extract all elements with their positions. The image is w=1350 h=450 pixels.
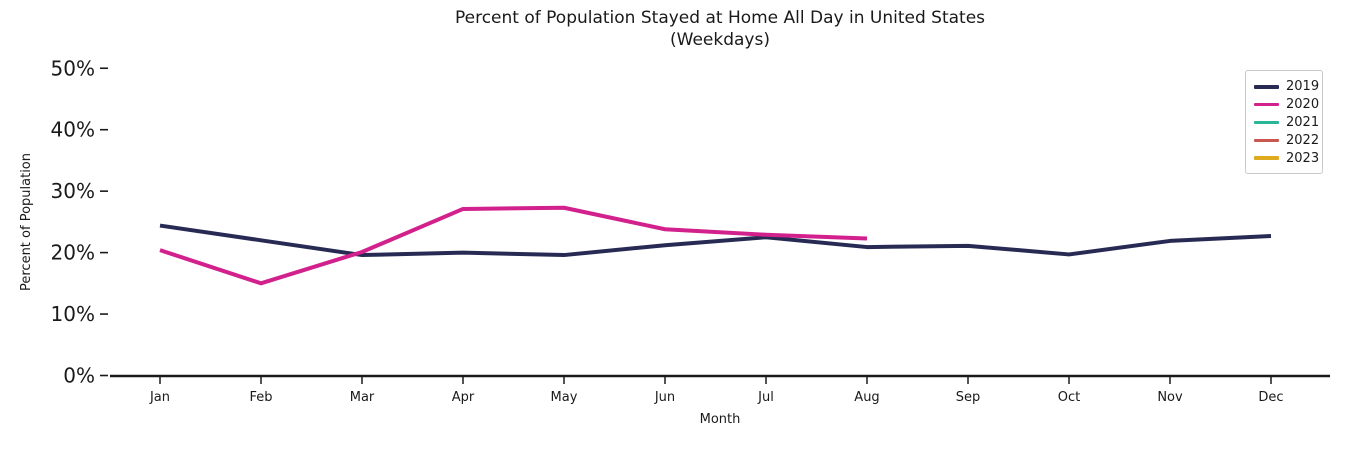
- legend-item-2023: 2023: [1254, 149, 1319, 167]
- y-axis-label: Percent of Population: [19, 153, 34, 292]
- legend-swatch-2022: [1254, 138, 1279, 143]
- legend-item-2019: 2019: [1254, 78, 1319, 96]
- x-axis-label: Month: [699, 412, 741, 427]
- legend-swatch-2023: [1254, 156, 1279, 160]
- y-tick-label-0: 0%: [63, 364, 95, 388]
- x-tick-label-mar: Mar: [350, 390, 375, 405]
- legend-label-2022: 2022: [1286, 132, 1320, 148]
- y-tick-label-30: 30%: [51, 179, 95, 203]
- series-line-2020: [159, 205, 868, 286]
- x-tick-label-apr: Apr: [452, 390, 475, 405]
- legend-item-2021: 2021: [1254, 114, 1319, 132]
- legend-item-2020: 2020: [1254, 96, 1319, 114]
- x-tick-label-may: May: [551, 390, 578, 405]
- chart-title: Percent of Population Stayed at Home All…: [454, 8, 986, 28]
- legend-item-2022: 2022: [1254, 131, 1319, 149]
- legend-label-2021: 2021: [1286, 114, 1320, 130]
- x-tick-label-feb: Feb: [249, 390, 272, 405]
- x-tick-label-dec: Dec: [1258, 390, 1283, 405]
- x-tick-label-jul: Jul: [757, 390, 774, 405]
- legend-swatch-2021: [1254, 120, 1279, 125]
- x-tick-label-sep: Sep: [956, 390, 981, 405]
- series-line-2019: [159, 223, 1272, 258]
- legend: 2019 2020 2021 2022 2023: [1245, 70, 1323, 174]
- x-tick-label-aug: Aug: [854, 390, 879, 405]
- y-tick-label-20: 20%: [51, 241, 95, 265]
- x-tick-label-nov: Nov: [1157, 390, 1183, 405]
- y-tick-label-10: 10%: [51, 302, 95, 326]
- y-tick-label-40: 40%: [51, 118, 95, 142]
- x-tick-label-oct: Oct: [1058, 390, 1080, 405]
- legend-swatch-2019: [1254, 85, 1279, 89]
- legend-label-2019: 2019: [1286, 79, 1320, 95]
- legend-swatch-2020: [1254, 102, 1279, 107]
- x-tick-label-jan: Jan: [149, 390, 170, 405]
- legend-label-2020: 2020: [1286, 97, 1320, 113]
- x-tick-label-jun: Jun: [654, 390, 675, 405]
- chart-subtitle: (Weekdays): [670, 30, 770, 50]
- y-tick-label-50: 50%: [51, 56, 95, 80]
- legend-label-2023: 2023: [1286, 150, 1320, 166]
